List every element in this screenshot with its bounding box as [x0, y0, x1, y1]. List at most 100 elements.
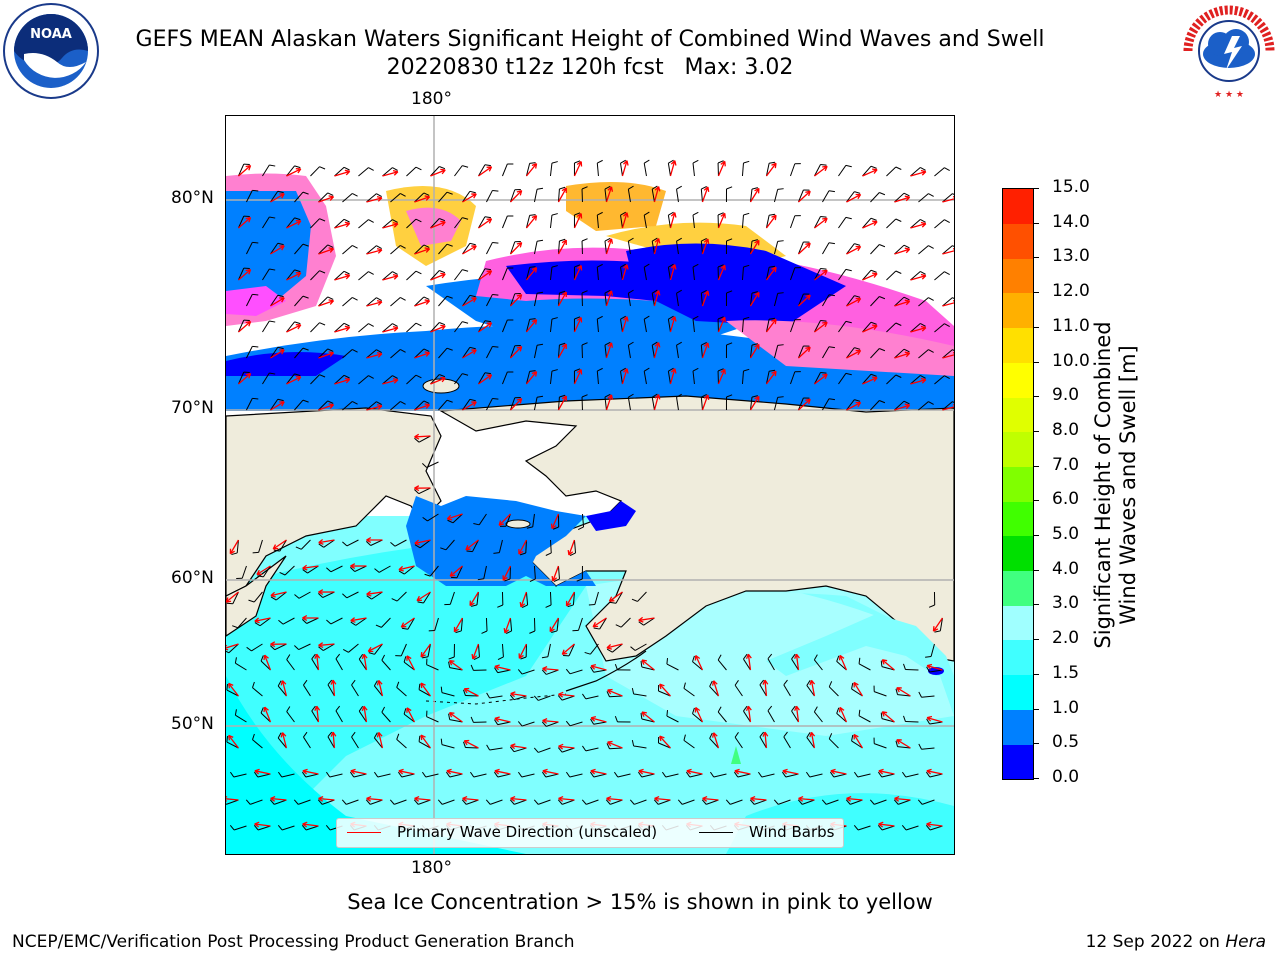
wind-barb	[235, 714, 247, 723]
wind-barb	[741, 319, 744, 333]
wave-direction-arrow	[926, 663, 943, 671]
wind-barb	[634, 643, 647, 651]
wave-direction-arrow	[896, 739, 911, 749]
wind-barb-flag	[541, 721, 547, 727]
wind-barb	[298, 799, 311, 805]
wind-barb-flag	[414, 437, 420, 443]
wind-barb	[620, 319, 623, 333]
colorbar-tick	[1033, 257, 1039, 259]
wind-barb-flag	[597, 159, 603, 164]
wind-barb-flag	[551, 161, 558, 164]
wind-barb-flag	[469, 398, 476, 402]
wave-direction-arrow	[894, 247, 911, 255]
wind-barb-flag	[661, 771, 667, 778]
wind-barb	[862, 165, 872, 177]
figure-title: GEFS MEAN Alaskan Waters Significant Hei…	[0, 26, 1180, 82]
wind-barb	[505, 513, 511, 527]
wind-barb-flag	[767, 653, 773, 660]
wind-barb	[759, 736, 767, 749]
wind-barb	[773, 241, 779, 255]
wave-direction-arrow	[254, 617, 271, 624]
wind-barb-flag	[851, 734, 854, 742]
wind-barb-flag	[366, 595, 372, 600]
wind-barb-flag	[610, 601, 617, 604]
wind-barb-flag	[643, 315, 650, 320]
wind-barb-flag	[417, 601, 424, 604]
wind-barb	[741, 371, 744, 385]
wind-barb-flag	[246, 646, 252, 652]
wind-barb	[627, 189, 631, 203]
wind-barb-flag	[424, 573, 431, 577]
wave-direction-arrow	[256, 565, 271, 576]
wave-direction-arrow	[270, 795, 287, 802]
wind-barb	[620, 371, 623, 385]
wind-barb	[310, 374, 320, 385]
wind-barb	[286, 373, 295, 385]
wind-barb	[783, 736, 791, 749]
wind-barb	[881, 773, 895, 778]
wind-barb-flag	[368, 323, 374, 327]
wave-direction-arrow	[659, 735, 671, 749]
wind-barb-flag	[777, 344, 784, 346]
legend-entry-primary-wave: Primary Wave Direction (unscaled)	[347, 823, 657, 841]
wind-barb	[501, 267, 508, 281]
wind-barb-flag	[301, 771, 307, 778]
wave-direction-arrow	[942, 300, 954, 307]
wave-direction-arrow	[846, 349, 862, 359]
wind-barb-flag	[470, 716, 474, 723]
wind-barb-flag	[484, 216, 491, 219]
wave-direction-arrow	[462, 795, 479, 802]
wave-direction-arrow	[653, 290, 661, 307]
wave-direction-arrow	[590, 716, 607, 723]
wind-barb-flag	[229, 771, 235, 778]
wind-barb	[270, 398, 279, 411]
wave-direction-arrow	[478, 374, 493, 385]
wave-direction-arrow	[366, 248, 383, 255]
wind-barb	[620, 215, 623, 229]
bristol-bay-approach	[426, 556, 596, 586]
wind-barb-flag	[552, 526, 559, 530]
wind-barb-flag	[828, 190, 835, 193]
colorbar-label-line-2: Wind Waves and Swell [m]	[1116, 345, 1140, 625]
wind-barb	[414, 296, 425, 307]
colorbar-tick-label: 6.0	[1052, 489, 1080, 510]
wind-barb-flag	[526, 526, 533, 529]
wind-barb	[918, 349, 929, 359]
wind-barb	[452, 513, 463, 524]
wind-barb	[918, 245, 929, 255]
wind-barb	[371, 591, 383, 600]
wind-barb	[509, 293, 516, 307]
wind-barb	[643, 267, 647, 281]
wind-barb	[445, 539, 455, 551]
wind-barb-flag	[813, 654, 818, 661]
wind-barb	[478, 513, 487, 526]
host-name: Hera	[1225, 932, 1266, 952]
wind-barb	[596, 267, 599, 281]
wave-direction-arrow	[334, 325, 351, 333]
wind-barb	[789, 163, 796, 177]
wind-barb	[822, 294, 830, 307]
wind-barb-flag	[469, 771, 475, 778]
wind-barb	[596, 163, 599, 177]
wind-barb-flag	[277, 771, 283, 778]
wind-barb	[425, 773, 439, 778]
wind-barb-flag	[342, 541, 348, 547]
wind-barb-flag	[577, 526, 584, 531]
wind-barb-flag	[536, 291, 544, 294]
wind-barb	[370, 799, 383, 805]
wind-barb-flag	[270, 645, 276, 651]
wind-barb-flag	[396, 681, 400, 688]
wind-barb	[396, 739, 407, 749]
wave-direction-arrow	[910, 169, 927, 177]
wind-barb-flag	[418, 735, 421, 742]
wind-barb	[620, 163, 623, 177]
st-lawrence-island	[505, 519, 531, 529]
wind-barb-flag	[813, 706, 818, 713]
wave-direction-arrow	[376, 732, 384, 749]
wind-barb	[525, 215, 531, 229]
wind-barb-flag	[620, 159, 626, 164]
wind-barb	[483, 565, 487, 579]
wind-barb-flag	[845, 268, 852, 272]
wind-barb-flag	[597, 211, 603, 216]
wave-direction-arrow	[621, 368, 629, 385]
